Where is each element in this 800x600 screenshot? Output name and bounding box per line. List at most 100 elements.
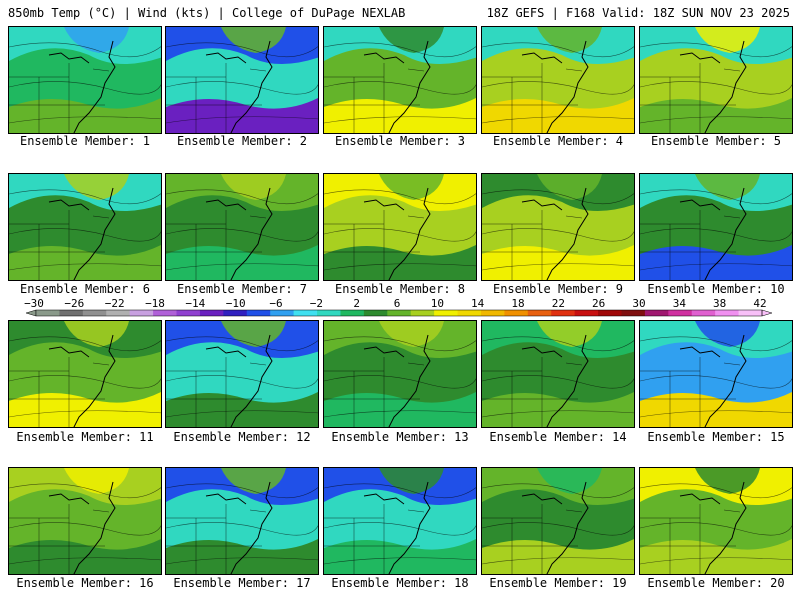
temperature-map [166, 468, 318, 574]
colorbar-swatch [480, 310, 505, 316]
temperature-map [9, 27, 161, 133]
ensemble-panel [8, 26, 162, 134]
member-label: Ensemble Member: 5 [650, 134, 782, 148]
ensemble-panel [8, 467, 162, 575]
ensemble-panel [639, 320, 793, 428]
colorbar-tick-label: 18 [511, 298, 524, 310]
ensemble-panel [481, 320, 635, 428]
colorbar-swatch [457, 310, 482, 316]
member-label: Ensemble Member: 16 [16, 576, 154, 590]
colorbar-tick-label: −2 [310, 298, 323, 310]
ensemble-panel [165, 173, 319, 281]
ensemble-panel [639, 26, 793, 134]
member-label: Ensemble Member: 19 [489, 576, 627, 590]
colorbar-tick-label: −10 [226, 298, 246, 310]
temperature-map [640, 174, 792, 280]
member-label: Ensemble Member: 4 [492, 134, 624, 148]
colorbar-swatch [434, 310, 459, 316]
ensemble-panel [165, 467, 319, 575]
ensemble-panel [481, 26, 635, 134]
ensemble-panel [323, 320, 477, 428]
member-label: Ensemble Member: 10 [647, 282, 785, 296]
temperature-map [9, 468, 161, 574]
temperature-map [166, 27, 318, 133]
temperature-map [166, 321, 318, 427]
colorbar-swatch [504, 310, 529, 316]
colorbar-swatch [410, 310, 435, 316]
temperature-map [324, 27, 476, 133]
colorbar-tick-label: −18 [145, 298, 165, 310]
colorbar-swatch [153, 310, 178, 316]
ensemble-panel [481, 173, 635, 281]
ensemble-panel [323, 467, 477, 575]
ensemble-panel [323, 26, 477, 134]
colorbar-tick-label: −30 [24, 298, 44, 310]
temperature-colorbar: −30 −26 −22 −18 −14 −10 −6 −2 2 6 10 14 18 22 26 30 34 38… [24, 298, 773, 317]
temperature-map [482, 321, 634, 427]
colorbar-swatch [176, 310, 201, 316]
colorbar-tick-label: −26 [64, 298, 84, 310]
temperature-map [640, 468, 792, 574]
member-label: Ensemble Member: 11 [16, 430, 154, 444]
member-label: Ensemble Member: 13 [331, 430, 469, 444]
ensemble-panel [323, 173, 477, 281]
product-title: 850mb Temp (°C) | Wind (kts) | College o… [8, 6, 406, 20]
temperature-map [9, 321, 161, 427]
colorbar-tick-label: 34 [673, 298, 687, 310]
member-label: Ensemble Member: 6 [19, 282, 151, 296]
colorbar-tick-label: −14 [185, 298, 205, 310]
temperature-map [324, 321, 476, 427]
colorbar-swatch [551, 310, 576, 316]
member-label: Ensemble Member: 18 [331, 576, 469, 590]
member-label: Ensemble Member: 2 [176, 134, 308, 148]
colorbar-swatch [340, 310, 365, 316]
colorbar-tick-label: 10 [431, 298, 444, 310]
colorbar-swatch [36, 310, 60, 316]
colorbar-tick-label: 22 [552, 298, 565, 310]
temperature-map [482, 468, 634, 574]
ensemble-panel [165, 320, 319, 428]
colorbar-tick-label: −22 [105, 298, 125, 310]
ensemble-panel [639, 173, 793, 281]
colorbar-swatch [317, 310, 341, 316]
colorbar-tick-label: 14 [471, 298, 485, 310]
member-label: Ensemble Member: 3 [334, 134, 466, 148]
colorbar-swatch [621, 310, 646, 316]
member-label: Ensemble Member: 1 [19, 134, 151, 148]
member-label: Ensemble Member: 8 [334, 282, 466, 296]
colorbar-tick-label: 26 [592, 298, 605, 310]
member-label: Ensemble Member: 12 [173, 430, 311, 444]
colorbar-swatch [59, 310, 84, 316]
ensemble-panel [165, 26, 319, 134]
colorbar-swatch [363, 310, 388, 316]
ensemble-panel [639, 467, 793, 575]
member-label: Ensemble Member: 7 [176, 282, 308, 296]
temperature-map [482, 174, 634, 280]
member-label: Ensemble Member: 20 [647, 576, 785, 590]
member-label: Ensemble Member: 17 [173, 576, 311, 590]
colorbar-swatch [527, 310, 552, 316]
colorbar-swatch [387, 310, 412, 316]
colorbar-tick-label: 42 [753, 298, 766, 310]
colorbar-swatch [246, 310, 271, 316]
temperature-map [640, 27, 792, 133]
colorbar-tick-label: 38 [713, 298, 726, 310]
colorbar-tick-label: −6 [269, 298, 282, 310]
valid-time: 18Z GEFS | F168 Valid: 18Z SUN NOV 23 20… [486, 6, 790, 20]
ensemble-panel [481, 467, 635, 575]
member-label: Ensemble Member: 9 [492, 282, 624, 296]
colorbar-swatch [106, 310, 131, 316]
temperature-map [166, 174, 318, 280]
colorbar-tick-label: 2 [353, 298, 360, 310]
colorbar-tick-label: 30 [632, 298, 645, 310]
colorbar-swatch [598, 310, 622, 316]
colorbar-swatch [738, 310, 763, 316]
colorbar-swatch [199, 310, 224, 316]
temperature-map [482, 27, 634, 133]
temperature-map [324, 468, 476, 574]
colorbar-swatch [691, 310, 716, 316]
temperature-map [640, 321, 792, 427]
colorbar-swatch [644, 310, 669, 316]
colorbar-swatch [82, 310, 107, 316]
member-label: Ensemble Member: 14 [489, 430, 627, 444]
